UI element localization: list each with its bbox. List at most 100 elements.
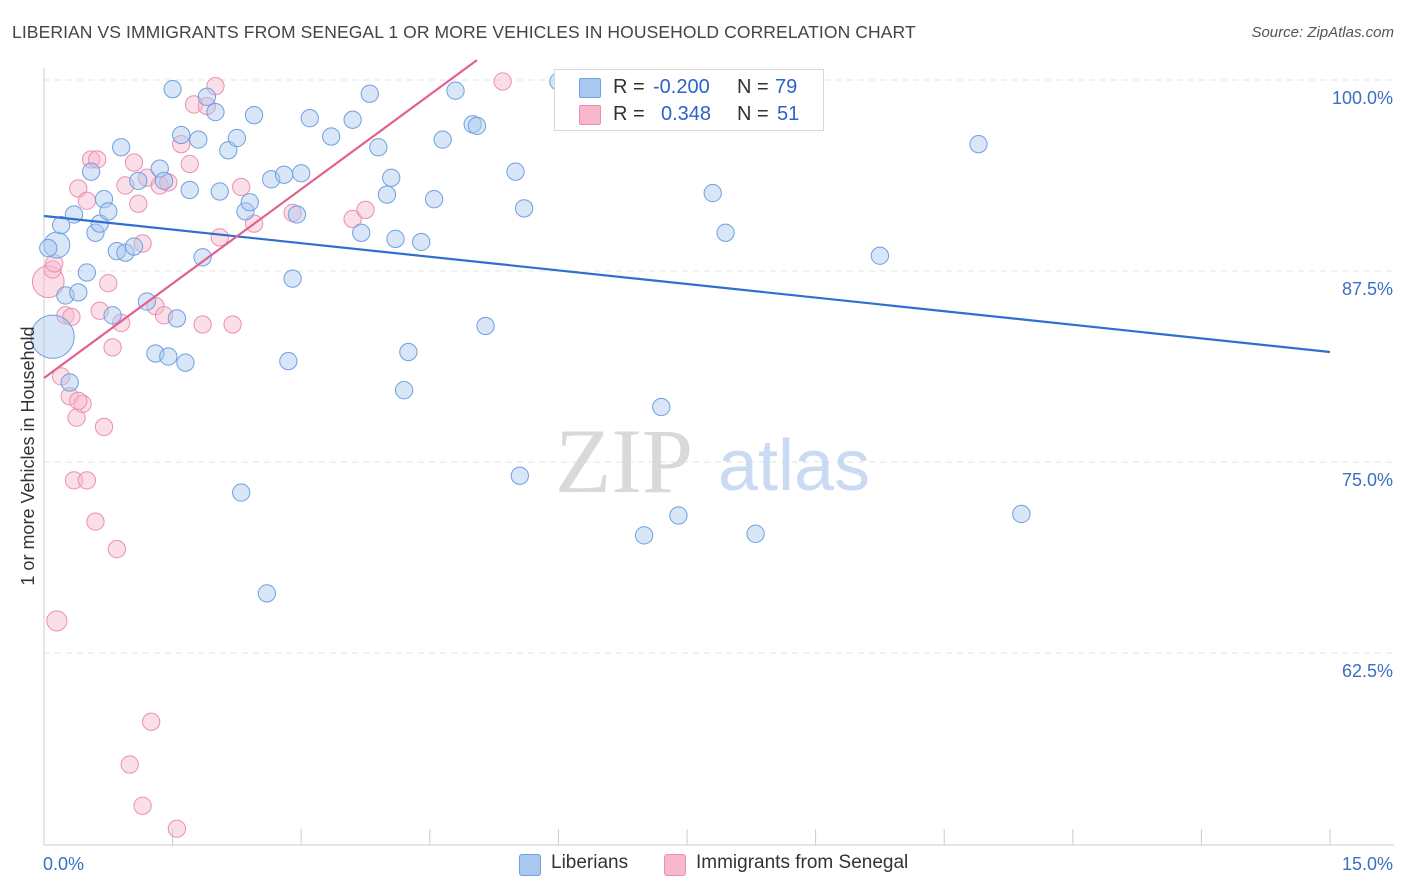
senegal-point: [172, 135, 191, 154]
y-tick-label: 62.5%: [1342, 661, 1393, 681]
senegal-point: [343, 209, 362, 229]
correlation-legend: R = -0.200 N = 79 R = 0.348 N = 51: [554, 69, 824, 131]
senegal-point: [69, 391, 88, 411]
senegal-point: [356, 200, 375, 220]
senegal-point: [77, 191, 97, 210]
senegal-point: [129, 194, 148, 213]
legend-swatch-senegal: [664, 854, 686, 876]
liberian-point: [159, 347, 178, 366]
liberian-point: [52, 216, 71, 235]
liberian-point: [69, 283, 88, 302]
legend-n-value: 51: [777, 103, 800, 125]
liberian-point: [1012, 504, 1031, 524]
senegal-point: [77, 471, 97, 490]
senegal-point: [124, 153, 144, 172]
liberian-point: [746, 524, 765, 543]
liberian-point: [386, 229, 405, 249]
senegal-point: [167, 819, 187, 838]
senegal-point: [193, 315, 212, 334]
liberian-point: [167, 309, 187, 328]
liberian-point: [99, 202, 118, 221]
liberian-point: [112, 138, 131, 157]
liberian-point: [352, 223, 371, 242]
watermark-zip: ZIP: [555, 410, 693, 512]
liberian-point: [124, 237, 144, 256]
y-tick-label: 75.0%: [1342, 470, 1393, 490]
liberian-point: [343, 110, 362, 129]
liberian-point: [129, 171, 148, 190]
legend-label-liberians: Liberians: [551, 852, 629, 873]
liberian-point: [39, 238, 58, 258]
liberian-point: [283, 269, 302, 288]
liberian-point: [257, 584, 277, 603]
y-tick-label: 100.0%: [1332, 88, 1393, 108]
liberian-point: [172, 125, 191, 145]
liberian-point: [193, 248, 212, 267]
liberian-point: [86, 223, 105, 242]
x-tick-label: 15.0%: [1342, 854, 1393, 874]
grid-lines: [44, 79, 1394, 654]
axes: [43, 68, 1394, 846]
liberian-point: [292, 164, 311, 183]
liberian-point: [197, 87, 217, 106]
liberian-point: [870, 246, 890, 265]
liberian-point: [634, 526, 654, 545]
watermark: ZIP atlas: [555, 410, 870, 512]
senegal-point: [99, 274, 118, 293]
liberian-point: [189, 130, 208, 149]
legend-n-label: N =: [737, 103, 769, 125]
senegal-point: [94, 417, 114, 436]
liberian-point: [300, 109, 319, 128]
liberian-point: [227, 128, 247, 148]
liberian-point: [716, 223, 735, 242]
liberian-point: [176, 353, 195, 372]
series-legend: Liberians Immigrants from Senegal: [0, 852, 1406, 878]
liberian-point: [467, 116, 487, 135]
liberian-point: [206, 102, 225, 122]
liberian-trend-line: [43, 214, 1331, 354]
liberian-point: [382, 168, 401, 187]
liberian-point: [652, 397, 671, 417]
liberian-point: [180, 180, 199, 200]
senegal-point: [86, 512, 105, 531]
liberian-point: [394, 381, 414, 400]
senegal-point: [180, 154, 199, 174]
senegal-point: [107, 539, 127, 559]
legend-r-label: R =: [613, 76, 645, 98]
legend-n-value: 79: [775, 76, 798, 98]
senegal-point: [223, 315, 242, 334]
liberian-point: [433, 130, 452, 149]
trend-lines: [43, 59, 1331, 379]
senegal-trend-line: [43, 59, 478, 379]
legend-r-label: R =: [613, 103, 645, 125]
liberian-point: [240, 193, 259, 212]
liberian-point: [369, 138, 388, 157]
chart-title: LIBERIAN VS IMMIGRANTS FROM SENEGAL 1 OR…: [12, 22, 916, 42]
liberian-point: [446, 81, 465, 100]
senegal-point: [232, 177, 251, 197]
liberian-points: [30, 72, 1031, 603]
liberian-point: [514, 199, 534, 218]
liberian-point: [210, 182, 229, 201]
y-tick-label: 87.5%: [1342, 279, 1393, 299]
legend-n-label: N =: [737, 76, 769, 98]
legend-row-senegal: R = 0.348 N = 51: [555, 101, 823, 129]
y-axis-title: 1 or more Vehicles in Household: [18, 326, 38, 585]
legend-swatch-liberians: [519, 854, 541, 876]
liberian-point: [510, 466, 529, 485]
tick-labels: 62.5% 75.0% 87.5% 100.0% 0.0% 15.0%: [43, 88, 1393, 874]
liberian-point: [244, 106, 264, 125]
liberian-point: [154, 171, 174, 190]
senegal-point: [103, 338, 122, 357]
senegal-point: [133, 796, 152, 815]
liberian-point: [150, 159, 169, 178]
liberian-point: [476, 316, 495, 336]
senegal-point: [88, 150, 107, 169]
liberian-point: [969, 135, 988, 154]
liberian-point: [82, 162, 101, 181]
liberian-point: [103, 306, 122, 325]
legend-r-value: 0.348: [661, 103, 712, 125]
liberian-point: [399, 342, 418, 362]
liberian-point: [279, 352, 298, 371]
